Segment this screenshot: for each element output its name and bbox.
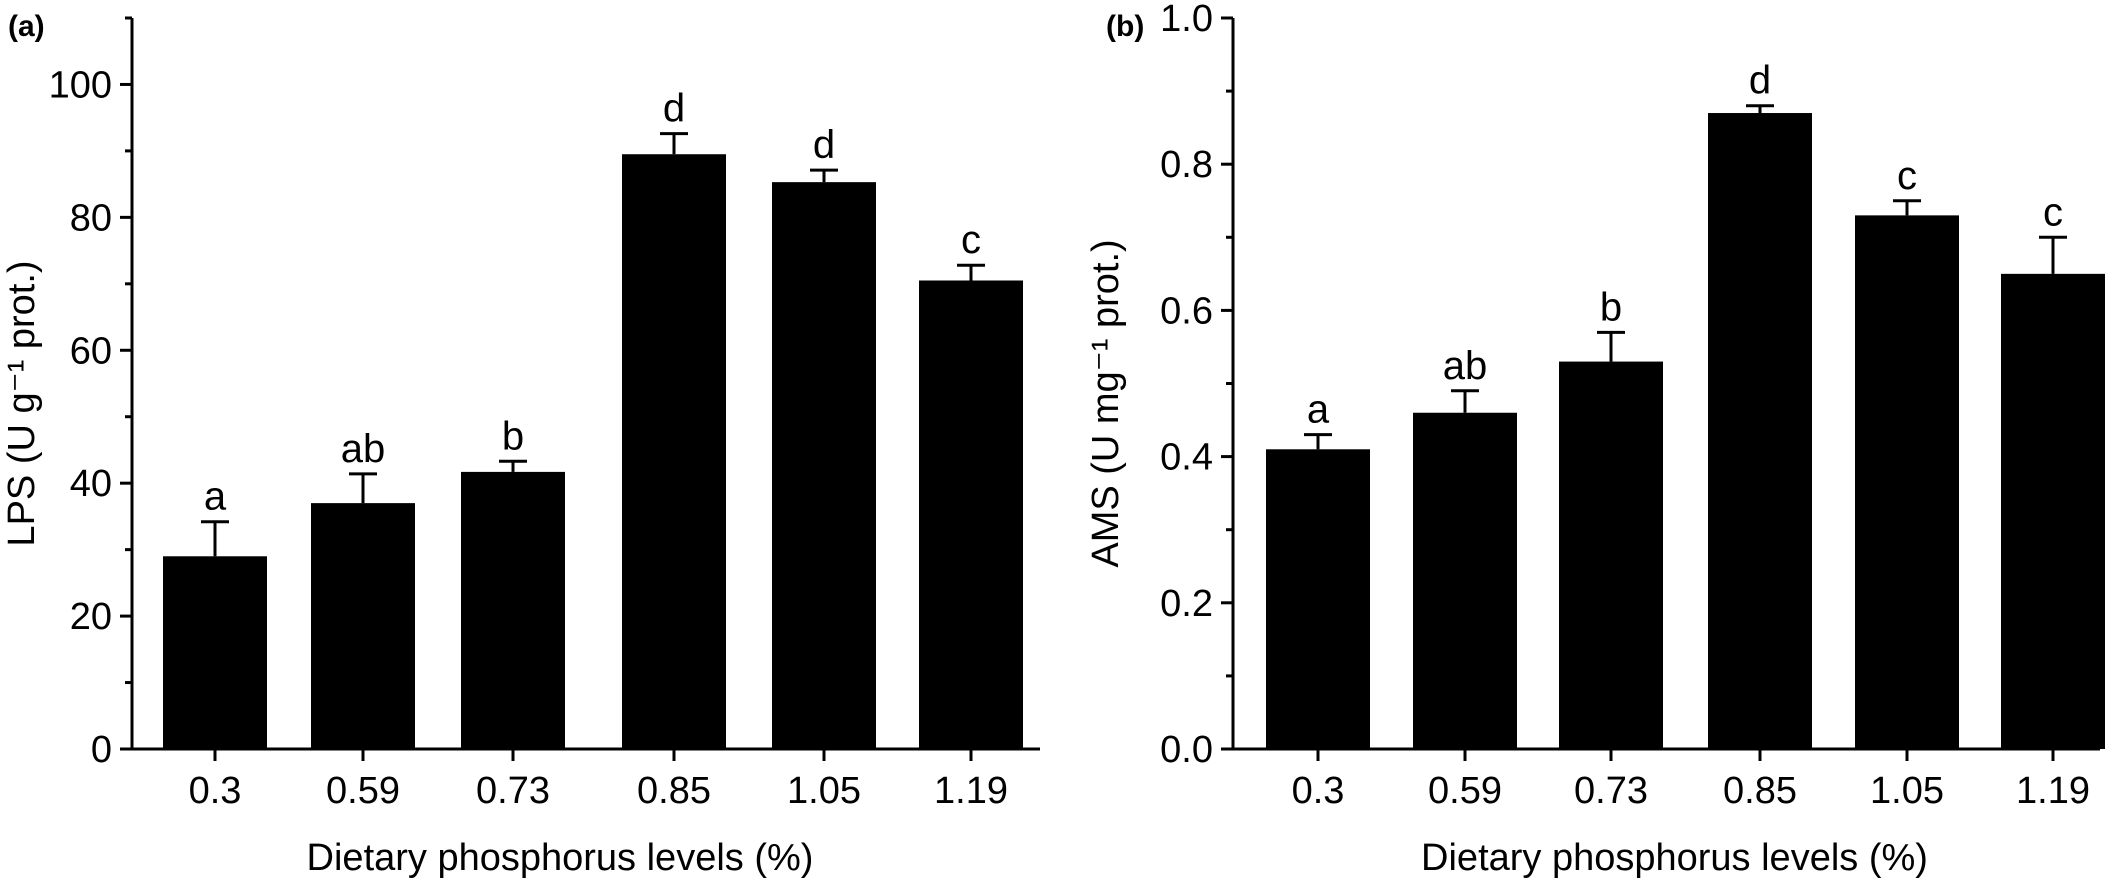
bar-0.73 — [1559, 361, 1663, 749]
y-tick-label: 100 — [49, 64, 112, 106]
bar-1.19 — [919, 280, 1023, 749]
y-tick-label: 0.2 — [1160, 583, 1213, 625]
y-tick-label: 0.4 — [1160, 437, 1213, 479]
significance-letter: c — [1897, 154, 1917, 198]
significance-letter: b — [502, 414, 524, 458]
panel-label: (b) — [1106, 10, 1144, 43]
y-tick-label: 0.8 — [1160, 144, 1213, 186]
y-tick-label: 0 — [91, 729, 112, 771]
bar-0.3 — [163, 556, 267, 749]
bar-0.85 — [1708, 113, 1812, 749]
significance-letter: d — [663, 87, 685, 131]
bar-0.85 — [622, 154, 726, 749]
bar-0.73 — [461, 471, 565, 749]
x-tick-label: 1.05 — [1870, 770, 1944, 812]
panel-b: (b) a ab b d c c 0.0 0.2 0.4 0.6 0.8 1.0 0.3 0.59 0.73 0… — [1085, 0, 2105, 879]
x-tick-label: 0.3 — [189, 770, 242, 812]
significance-letter: a — [204, 475, 227, 519]
bar-1.19 — [2001, 273, 2105, 749]
x-tick-label: 0.73 — [476, 770, 550, 812]
significance-letter: ab — [1443, 344, 1488, 388]
y-axis-title: AMS (U mg⁻¹ prot.) — [1085, 239, 1127, 567]
significance-letter: a — [1307, 388, 1330, 432]
significance-letter: d — [1749, 59, 1771, 103]
x-axis-title: Dietary phosphorus levels (%) — [1421, 837, 1928, 879]
significance-letter: ab — [341, 427, 386, 471]
x-tick-label: 0.59 — [326, 770, 400, 812]
x-axis-title: Dietary phosphorus levels (%) — [307, 837, 814, 879]
y-tick-label: 20 — [70, 596, 112, 638]
x-tick-label: 0.85 — [637, 770, 711, 812]
y-tick-label: 0.6 — [1160, 290, 1213, 332]
x-tick-label: 1.19 — [2016, 770, 2090, 812]
x-tick-label: 0.59 — [1428, 770, 1502, 812]
x-tick-label: 1.05 — [787, 770, 861, 812]
bar-1.05 — [772, 182, 876, 750]
y-tick-label: 40 — [70, 463, 112, 505]
bar-1.05 — [1855, 215, 1959, 749]
significance-letter: d — [813, 123, 835, 167]
y-axis-title: LPS (U g⁻¹ prot.) — [1, 260, 43, 546]
bar-0.59 — [311, 503, 415, 749]
significance-letter: c — [2043, 190, 2063, 234]
significance-letter: c — [961, 218, 981, 262]
y-tick-label: 60 — [70, 330, 112, 372]
bar-0.59 — [1413, 412, 1517, 749]
y-tick-label: 0.0 — [1160, 729, 1213, 771]
x-tick-label: 1.19 — [934, 770, 1008, 812]
x-tick-label: 0.85 — [1723, 770, 1797, 812]
panel-a: (a) a ab b d d c 0 20 40 60 80 100 0.3 0.59 0.73 0.85 1.0… — [1, 10, 1040, 879]
bar-0.3 — [1266, 449, 1370, 749]
x-tick-label: 0.3 — [1292, 770, 1345, 812]
panel-label: (a) — [8, 10, 45, 43]
significance-letter: b — [1600, 285, 1622, 329]
y-tick-label: 80 — [70, 197, 112, 239]
x-tick-label: 0.73 — [1574, 770, 1648, 812]
y-tick-label: 1.0 — [1160, 0, 1213, 40]
